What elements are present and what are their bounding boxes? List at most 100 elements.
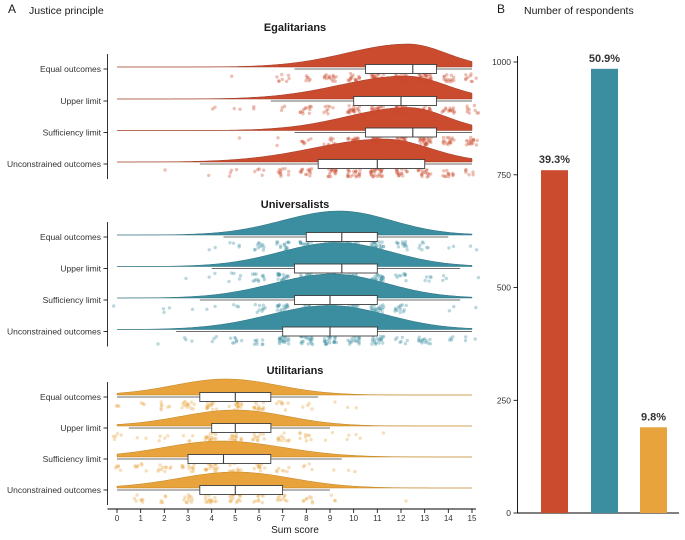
data-point xyxy=(238,495,242,499)
box xyxy=(294,263,378,274)
data-point xyxy=(374,244,378,248)
data-point xyxy=(228,336,233,340)
data-point xyxy=(116,404,120,408)
data-point xyxy=(447,338,452,342)
data-point xyxy=(305,496,309,501)
data-point xyxy=(208,463,212,468)
data-point xyxy=(370,278,375,282)
data-point xyxy=(474,248,479,252)
data-point xyxy=(332,339,337,344)
data-point xyxy=(300,310,304,314)
data-point xyxy=(329,138,334,143)
data-point xyxy=(262,245,266,249)
data-point xyxy=(393,309,397,313)
data-point xyxy=(285,246,289,250)
data-point xyxy=(309,496,313,500)
data-point xyxy=(429,136,433,140)
data-point xyxy=(333,246,338,250)
data-point xyxy=(236,404,240,409)
data-point xyxy=(420,140,424,144)
data-point xyxy=(416,169,421,173)
data-point xyxy=(417,76,421,80)
data-point xyxy=(159,467,164,472)
data-point xyxy=(369,247,374,251)
data-point xyxy=(323,277,327,282)
data-point xyxy=(141,401,145,406)
data-point xyxy=(215,466,220,470)
data-point xyxy=(423,171,428,175)
data-point xyxy=(287,240,291,245)
data-point xyxy=(423,73,428,78)
data-point xyxy=(354,309,359,313)
data-point xyxy=(205,406,209,410)
data-point xyxy=(425,171,430,176)
data-point xyxy=(167,404,172,409)
data-point xyxy=(307,273,311,277)
data-point xyxy=(376,77,380,82)
data-point xyxy=(352,138,357,142)
data-point xyxy=(331,305,336,309)
data-point xyxy=(349,143,353,147)
data-point xyxy=(351,107,356,111)
data-point xyxy=(448,78,452,82)
data-point xyxy=(307,279,311,283)
data-point xyxy=(230,436,234,441)
data-point xyxy=(467,107,471,112)
data-point xyxy=(298,278,303,282)
data-point xyxy=(354,78,358,82)
data-point xyxy=(332,76,336,80)
data-point xyxy=(301,112,305,116)
data-point xyxy=(278,309,283,313)
data-point xyxy=(307,309,311,314)
data-point xyxy=(326,248,331,252)
data-point xyxy=(325,76,329,81)
data-point xyxy=(427,137,431,141)
data-point xyxy=(396,138,400,142)
data-point xyxy=(373,75,377,79)
data-point xyxy=(370,308,374,313)
data-point xyxy=(326,174,330,179)
data-point xyxy=(396,136,400,141)
data-point xyxy=(381,275,385,280)
data-point xyxy=(464,73,468,77)
data-point xyxy=(441,138,446,143)
data-point xyxy=(351,173,355,177)
data-point xyxy=(469,72,473,76)
data-point xyxy=(206,405,210,409)
data-point xyxy=(379,306,383,311)
data-point xyxy=(421,108,425,112)
data-point xyxy=(328,174,333,179)
data-point xyxy=(333,498,337,503)
data-point xyxy=(357,338,361,343)
data-point xyxy=(464,170,468,174)
data-point xyxy=(164,465,168,469)
data-point xyxy=(156,342,160,346)
data-point xyxy=(354,272,358,277)
data-point xyxy=(354,79,358,83)
data-point xyxy=(354,432,358,437)
data-point xyxy=(379,338,383,342)
data-point xyxy=(398,310,402,315)
box xyxy=(353,96,437,106)
data-point xyxy=(358,436,362,440)
data-point xyxy=(443,140,447,144)
data-point xyxy=(421,138,426,142)
data-point xyxy=(326,273,331,277)
data-point xyxy=(447,109,451,113)
data-point xyxy=(298,110,302,114)
data-point xyxy=(282,242,286,246)
data-point xyxy=(348,78,352,82)
data-point xyxy=(346,173,350,178)
data-point xyxy=(471,137,476,142)
data-point xyxy=(261,273,265,278)
data-point xyxy=(350,75,354,79)
data-point xyxy=(346,244,350,249)
data-point xyxy=(323,278,327,282)
category-label: Upper limit xyxy=(60,264,101,274)
data-point xyxy=(239,401,243,406)
data-point xyxy=(405,169,409,174)
data-point xyxy=(306,433,310,437)
data-point xyxy=(377,172,381,176)
data-point xyxy=(345,279,349,283)
data-point xyxy=(300,279,304,284)
